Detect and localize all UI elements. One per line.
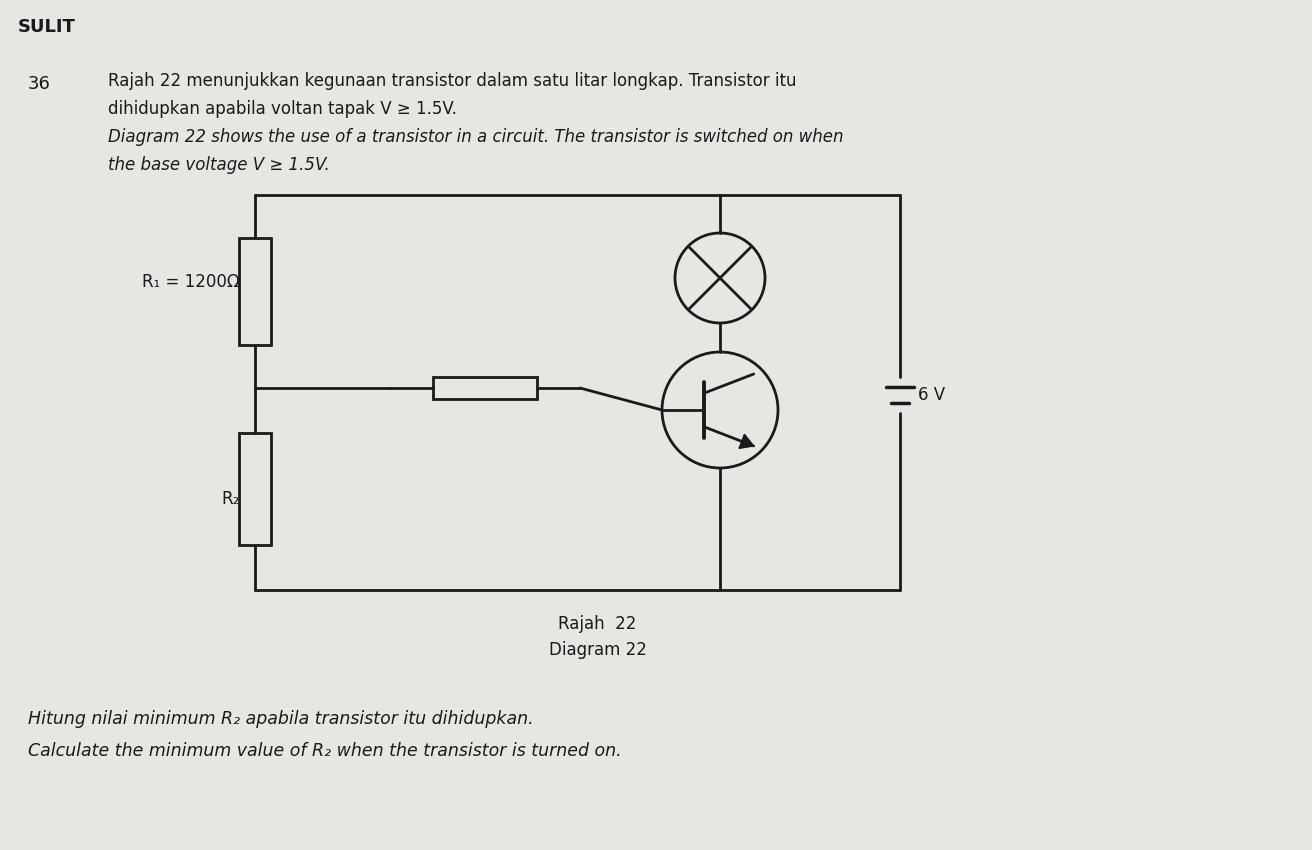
Text: R₁ = 1200Ω: R₁ = 1200Ω [143,273,240,291]
Text: SULIT: SULIT [18,18,76,36]
Text: Diagram 22 shows the use of a transistor in a circuit. The transistor is switche: Diagram 22 shows the use of a transistor… [108,128,844,146]
Text: 36: 36 [28,75,51,93]
Bar [433,377,537,399]
Text: Calculate the minimum value of R₂ when the transistor is turned on.: Calculate the minimum value of R₂ when t… [28,742,622,760]
Circle shape [674,233,765,323]
Bar [239,434,272,545]
Text: the base voltage V ≥ 1.5V.: the base voltage V ≥ 1.5V. [108,156,329,174]
Polygon shape [739,434,753,449]
Text: R₂: R₂ [222,490,240,508]
Text: 6 V: 6 V [918,386,945,404]
Bar [239,239,272,344]
Circle shape [663,352,778,468]
Text: Diagram 22: Diagram 22 [548,641,647,659]
Text: Hitung nilai minimum R₂ apabila transistor itu dihidupkan.: Hitung nilai minimum R₂ apabila transist… [28,710,534,728]
Text: dihidupkan apabila voltan tapak V ≥ 1.5V.: dihidupkan apabila voltan tapak V ≥ 1.5V… [108,100,457,118]
Text: Rajah 22 menunjukkan kegunaan transistor dalam satu litar longkap. Transistor it: Rajah 22 menunjukkan kegunaan transistor… [108,72,796,90]
Text: Rajah  22: Rajah 22 [559,615,636,633]
